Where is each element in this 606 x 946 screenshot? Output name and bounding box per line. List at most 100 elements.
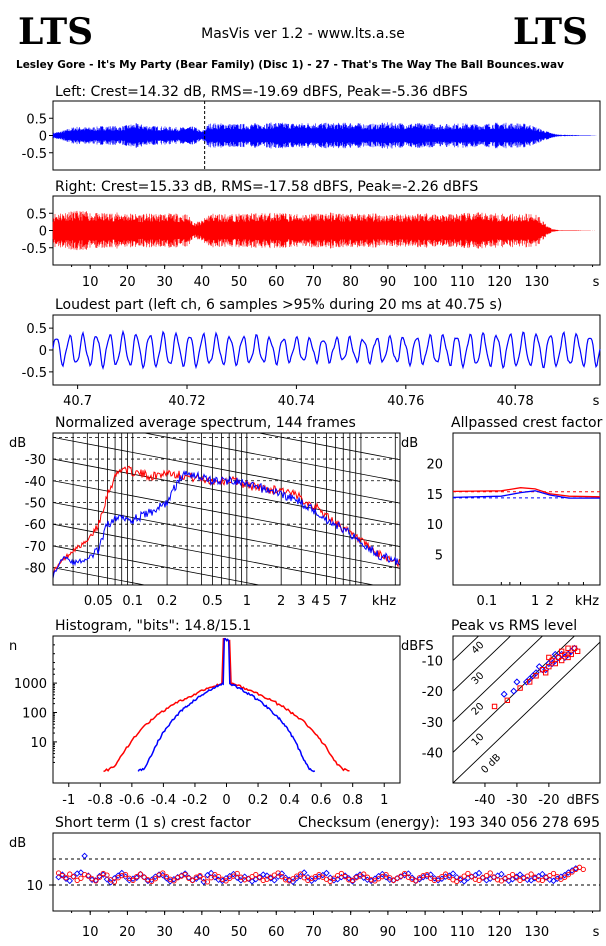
file-name: Lesley Gore - It's My Party (Bear Family… [16, 59, 564, 71]
short-term-crest-point-left [267, 875, 274, 882]
short-term-crest-point-right [327, 878, 333, 885]
short-term-crest-point-right [442, 871, 449, 877]
right-waveform-xtick-label: 60 [268, 275, 285, 290]
short-term-crest-point-right [398, 873, 404, 879]
normalized-spectrum-yunit: dB [9, 436, 26, 451]
histogram-ytick-label: 100 [22, 707, 47, 722]
allpassed-crest-ytick-label: 10 [426, 518, 443, 533]
short-term-crest-point-right [532, 874, 538, 880]
short-term-crest-xtick-label: 60 [268, 925, 285, 940]
short-term-crest-point-left [62, 875, 70, 882]
short-term-crest-xtick-label: 30 [156, 925, 173, 940]
normalized-spectrum-ytick-label: -30 [25, 453, 46, 468]
short-term-crest-point-right [137, 871, 144, 877]
short-term-crest-point-right [413, 878, 419, 884]
peak-vs-rms-point-right [546, 654, 552, 661]
right-waveform-signal [52, 210, 595, 251]
short-term-crest-point-right [476, 877, 482, 883]
short-term-crest-point-right [122, 871, 129, 878]
allpassed-crest-xtick-label: 0.1 [476, 594, 497, 609]
short-term-crest-point-right [67, 871, 73, 877]
allpassed-crest-frame [452, 432, 601, 586]
right-waveform-xtick-label: 10 [82, 275, 99, 290]
short-term-crest-point-right [539, 877, 545, 883]
normalized-spectrum-xunit: kHz [372, 594, 396, 609]
short-term-crest-point-right [424, 871, 430, 878]
short-term-crest-point-right [561, 874, 568, 880]
short-term-crest-point-left [475, 869, 483, 877]
short-term-crest-point-right [439, 874, 445, 880]
short-term-crest-point-right [446, 874, 452, 880]
allpassed-crest-ytick-label: 15 [426, 488, 443, 503]
peak-vs-rms-point-right [574, 648, 581, 655]
right-waveform-xtick-label: 80 [342, 275, 359, 290]
short-term-crest-point-right [290, 876, 296, 882]
left-waveform-ytick-label: -0.5 [22, 147, 47, 162]
histogram-title: Histogram, "bits": 14.8/15.1 [55, 618, 251, 634]
normalized-spectrum-slope-line [53, 502, 400, 569]
left-waveform-ytick-label: 0 [39, 130, 47, 145]
short-term-crest-point-right [465, 870, 471, 877]
right-waveform-title: Right: Crest=15.33 dB, RMS=-17.58 dBFS, … [55, 179, 478, 195]
normalized-spectrum-xtick-label: 7 [339, 594, 347, 609]
allpassed-crest-ytick-label: 5 [435, 549, 443, 564]
peak-vs-rms-point-left [529, 672, 537, 680]
peak-vs-rms-xtick-label: -30 [506, 793, 527, 808]
short-term-crest-point-right [554, 874, 560, 880]
short-term-crest-point-left [460, 878, 468, 885]
peak-vs-rms-ytick-label: -10 [422, 655, 443, 670]
loudest-part-xtick-label: 40.74 [278, 394, 315, 409]
loudest-part-ytick-label: -0.5 [22, 366, 47, 381]
short-term-crest-point-right [361, 871, 367, 877]
short-term-crest-point-left [66, 877, 73, 885]
peak-vs-rms-xunit: dBFS [567, 793, 600, 808]
loudest-part-xtick-label: 40.72 [168, 394, 205, 409]
short-term-crest-xtick-label: 10 [82, 925, 99, 940]
normalized-spectrum-plot [53, 433, 400, 585]
short-term-crest-point-left [263, 872, 271, 879]
normalized-spectrum-title: Normalized average spectrum, 144 frames [55, 415, 356, 431]
peak-vs-rms-point-right [533, 673, 539, 679]
peak-vs-rms-point-right [549, 657, 555, 664]
normalized-spectrum-xtick-label: 0.2 [157, 594, 178, 609]
short-term-crest-point-right [342, 874, 348, 880]
short-term-crest-point-right [387, 875, 393, 881]
right-waveform-xtick-label: 20 [119, 275, 136, 290]
peak-vs-rms-xtick-label: -20 [538, 793, 559, 808]
normalized-spectrum-slope-line [53, 545, 262, 585]
histogram-xtick-label: 0.2 [248, 793, 269, 808]
short-term-crest-point-left [133, 874, 140, 881]
loudest-part-ytick-label: 0 [39, 344, 47, 359]
short-term-crest-point-right [580, 866, 586, 873]
normalized-spectrum-frame [52, 432, 401, 586]
short-term-crest-point-right [63, 875, 69, 881]
normalized-spectrum-ytick-label: -40 [25, 475, 46, 490]
normalized-spectrum-xtick-label: 5 [322, 594, 330, 609]
short-term-crest-point-left [88, 876, 96, 884]
peak-vs-rms-ytick-label: -20 [422, 685, 443, 700]
histogram-ytick-label: 1000 [14, 677, 47, 692]
right-waveform-xtick-label: 120 [487, 275, 512, 290]
short-term-crest-ytick-label: 10 [26, 879, 43, 894]
normalized-spectrum-ytick-label: -70 [25, 540, 46, 555]
short-term-crest-xtick-label: 80 [342, 925, 359, 940]
short-term-crest-point-right [182, 871, 188, 878]
short-term-crest-point-right [535, 877, 542, 883]
allpassed-crest-series-left [452, 490, 600, 499]
loudest-part-title: Loudest part (left ch, 6 samples >95% du… [55, 297, 502, 313]
peak-vs-rms-point-right [558, 648, 565, 655]
right-waveform-xunit: s [593, 275, 600, 290]
short-term-crest-point-right [346, 877, 352, 883]
short-term-crest-point-right [104, 872, 110, 878]
short-term-crest-point-right [141, 874, 147, 880]
short-term-crest-point-right [468, 874, 475, 880]
normalized-spectrum-slope-line [53, 458, 400, 526]
short-term-crest-point-right [401, 870, 408, 877]
right-waveform-xtick-label: 30 [156, 275, 173, 290]
short-term-crest-xtick-label: 120 [487, 925, 512, 940]
peak-vs-rms-point-right [526, 679, 533, 685]
short-term-crest-point-left [81, 852, 88, 860]
short-term-crest-xtick-label: 70 [305, 925, 322, 940]
peak-vs-rms-point-right [565, 654, 571, 661]
